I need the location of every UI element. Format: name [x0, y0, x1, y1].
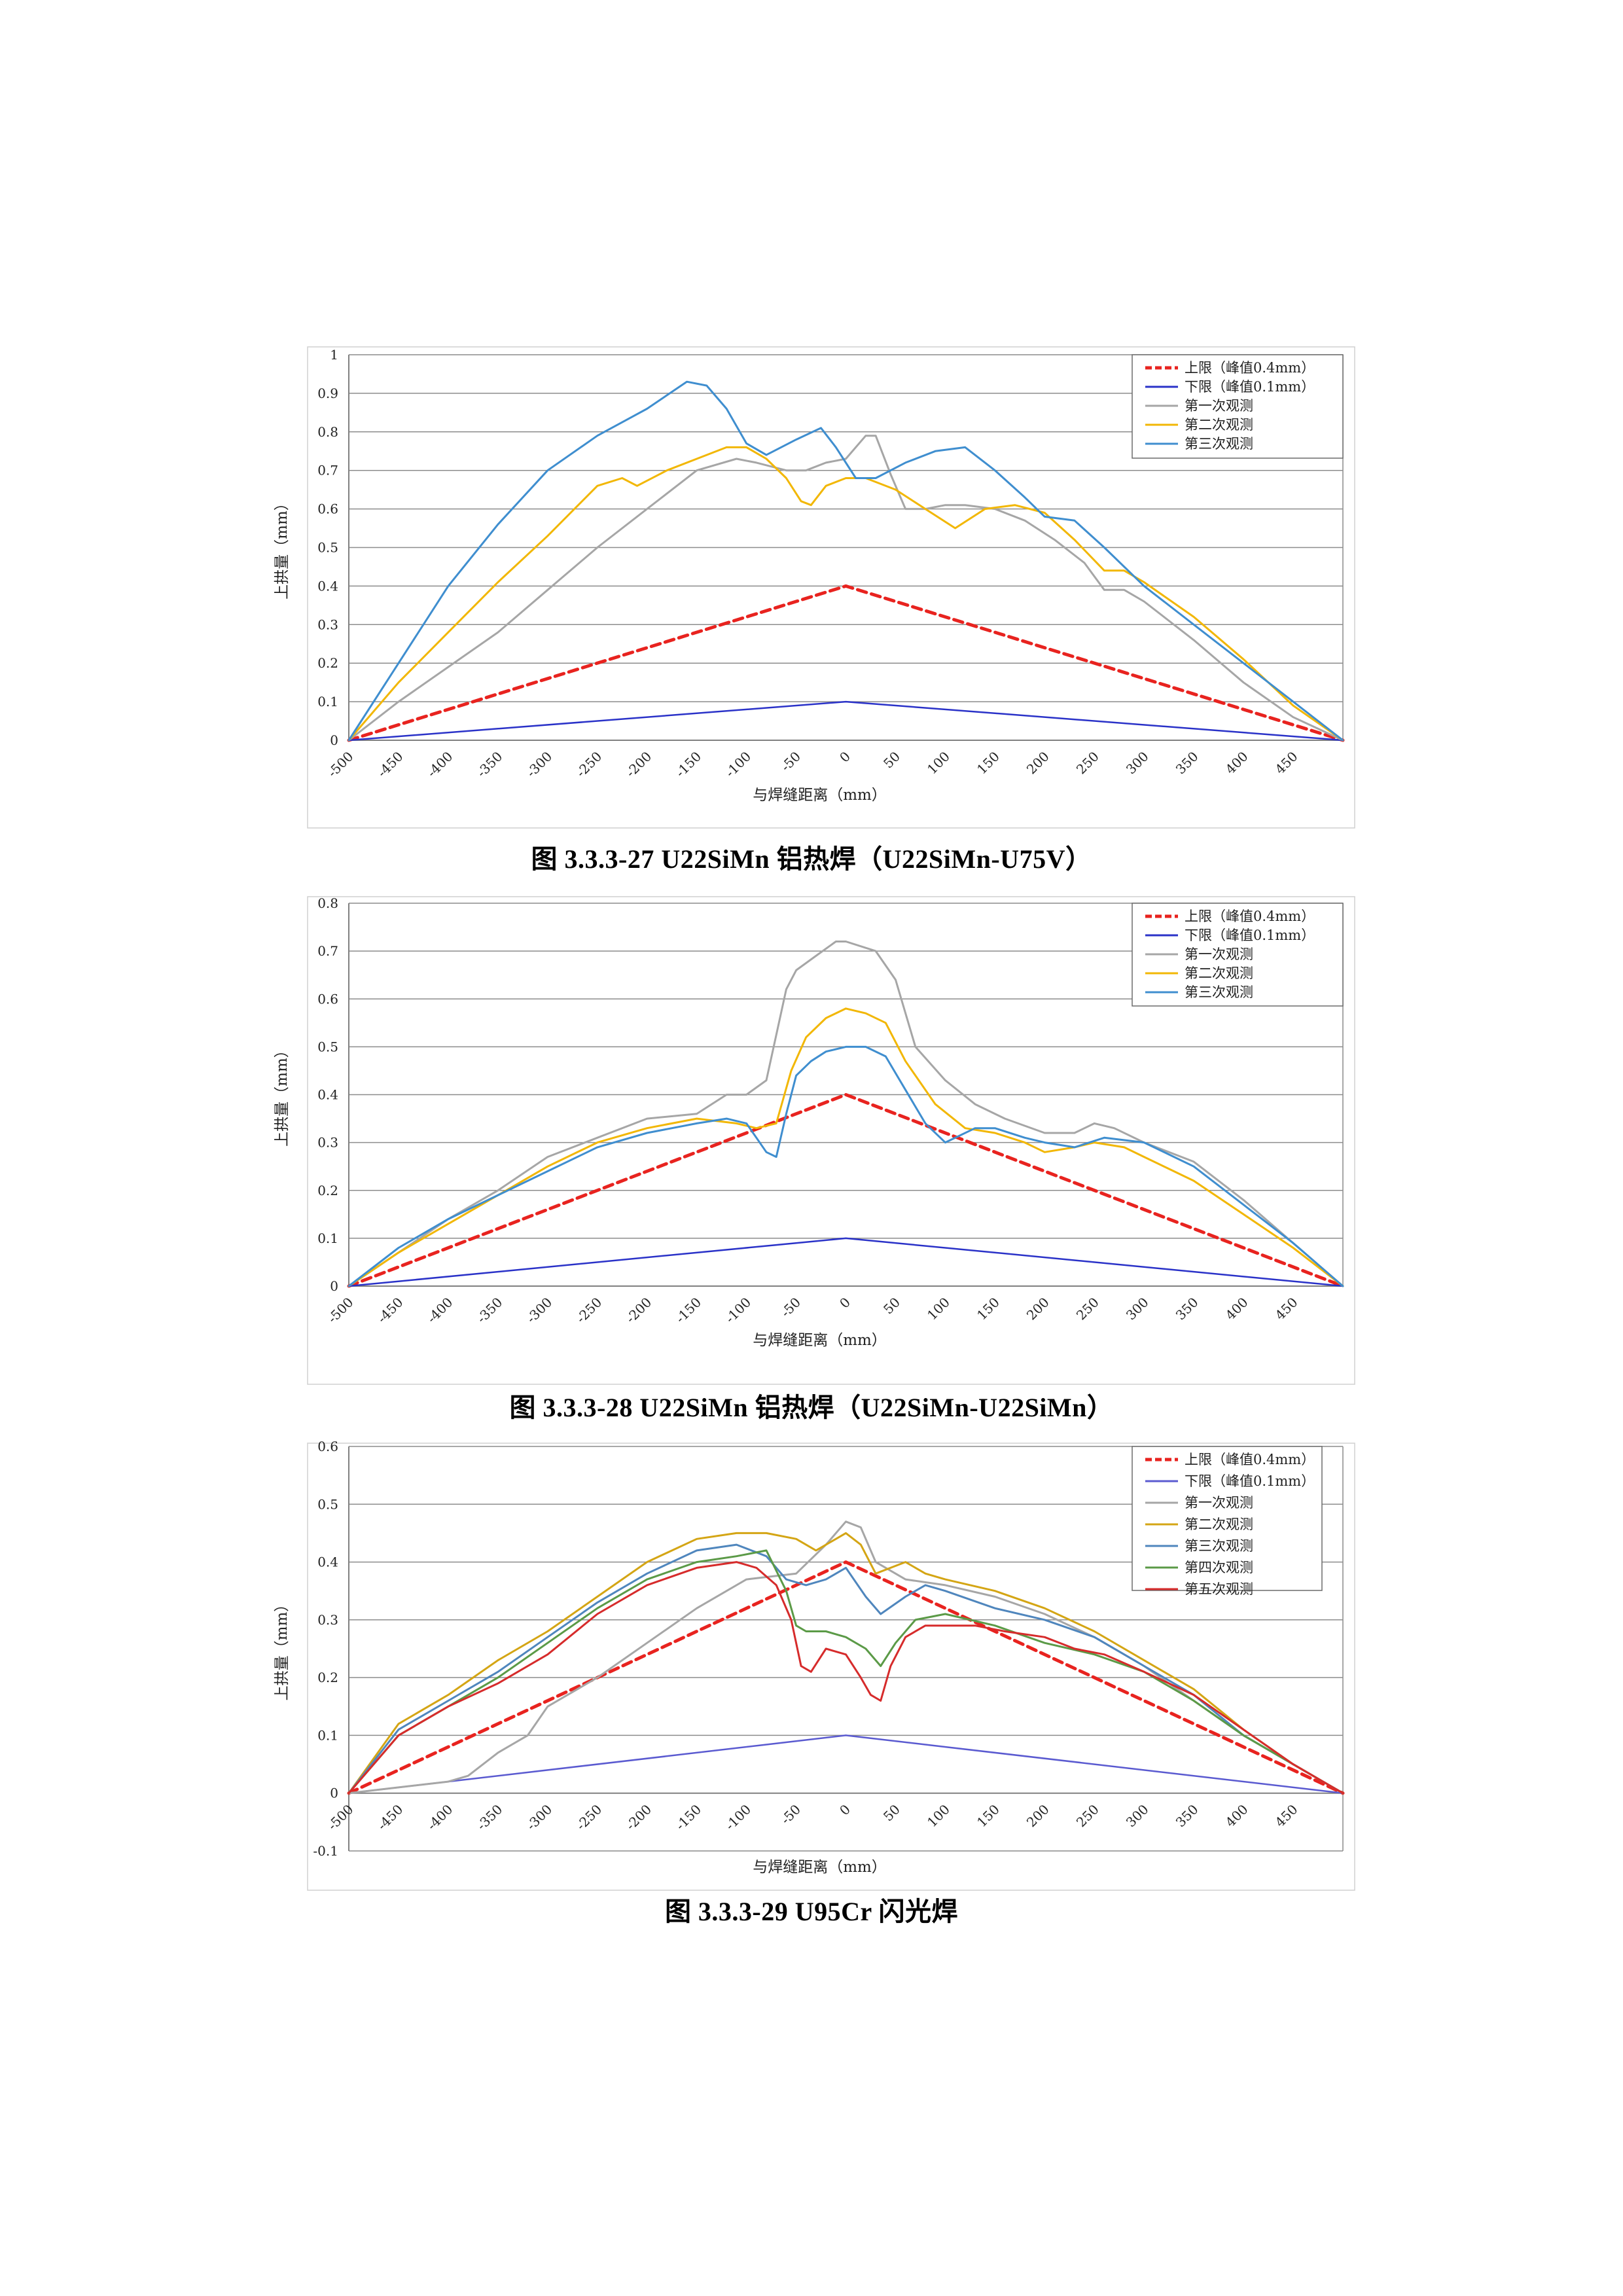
series-line-4 [348, 446, 1344, 742]
y-tick-label: 0.8 [317, 424, 338, 440]
y-tick-label: 0.4 [317, 578, 338, 594]
legend-label: 第四次观测 [1185, 1560, 1253, 1575]
series-line-1 [347, 584, 1345, 742]
series-line-5 [348, 380, 1344, 742]
figure-3: -0.1 0 0.1 0.2 0.3 0.4 0.5 0.6 -500 -450 -400 -350-… [274, 1439, 1355, 1926]
y-tick-label: 0.4 [317, 1087, 338, 1103]
series-line-5 [348, 1045, 1344, 1287]
series-line-2 [348, 700, 1344, 742]
y-tick-label: 0.1 [317, 694, 338, 709]
y-tick-label: -0.1 [313, 1843, 338, 1859]
y-tick-label: 0.3 [317, 1135, 338, 1151]
figure-2: 0 0.1 0.2 0.3 0.4 0.5 0.6 0.7 0.8 -500 -450 -400 -35… [274, 895, 1355, 1422]
figure-2-caption: 图 3.3.3-28 U22SiMn 铝热焊（U22SiMn-U22SiMn） [509, 1393, 1114, 1422]
y-tick-label: 0 [330, 732, 338, 748]
x-axis-label: 与焊缝距离（mm） [753, 1859, 887, 1876]
series-line-6 [348, 1549, 1344, 1795]
y-tick-label: 0.1 [317, 1727, 338, 1743]
legend-box [1132, 1446, 1323, 1591]
y-tick-label: 0.6 [317, 501, 338, 517]
y-tick-label: 0.7 [317, 943, 338, 959]
series-line-3 [348, 435, 1344, 742]
y-tick-label: 0.9 [317, 386, 338, 401]
legend-label: 第二次观测 [1185, 417, 1253, 433]
y-tick-label: 0.6 [317, 991, 338, 1007]
legend-label: 上限（峰值0.4mm） [1185, 1452, 1315, 1467]
legend-label: 上限（峰值0.4mm） [1185, 908, 1315, 924]
x-axis-label: 与焊缝距离（mm） [753, 787, 887, 804]
x-axis-label: 与焊缝距离（mm） [753, 1332, 887, 1349]
y-axis-label: 上拱量（mm） [274, 1043, 291, 1147]
legend-label: 第三次观测 [1185, 984, 1253, 1000]
y-tick-label: 0.5 [317, 540, 338, 556]
series-line-1 [347, 1093, 1345, 1288]
y-tick-label: 0.2 [317, 1670, 338, 1685]
figure-1-caption: 图 3.3.3-27 U22SiMn 铝热焊（U22SiMn-U75V） [531, 844, 1092, 874]
series-line-2 [348, 1734, 1344, 1794]
series-line-5 [348, 1543, 1344, 1795]
series-line-4 [348, 1007, 1344, 1287]
series-line-7 [348, 1561, 1344, 1795]
legend-label: 第三次观测 [1185, 1538, 1253, 1554]
legend-label: 第一次观测 [1185, 1495, 1253, 1511]
y-tick-label: 0 [330, 1278, 338, 1294]
y-tick-label: 0.8 [317, 895, 338, 911]
y-tick-label: 0.7 [317, 463, 338, 478]
y-tick-label: 0.5 [317, 1039, 338, 1054]
legend-label: 下限（峰值0.1mm） [1185, 379, 1315, 395]
legend-label: 第二次观测 [1185, 1516, 1253, 1532]
y-tick-label: 0.2 [317, 1183, 338, 1198]
legend-label: 第三次观测 [1185, 436, 1253, 452]
y-tick-label: 0.6 [317, 1439, 338, 1454]
legend-label: 上限（峰值0.4mm） [1185, 360, 1315, 376]
y-axis-label: 上拱量（mm） [274, 495, 291, 600]
legend-label: 第五次观测 [1185, 1581, 1253, 1597]
y-tick-label: 0.5 [317, 1496, 338, 1512]
figure-1: 0 0.1 0.2 0.3 0.4 0.5 0.6 0.7 0.8 0.9 1 -500 -450 -40… [0, 0, 1623, 903]
y-tick-label: 0.3 [317, 1612, 338, 1628]
y-tick-label: 0.1 [317, 1230, 338, 1246]
y-tick-label: 1 [330, 347, 338, 363]
legend-label: 下限（峰值0.1mm） [1185, 1473, 1315, 1489]
legend-label: 第一次观测 [1185, 398, 1253, 414]
chart-area-border [307, 896, 1355, 1385]
y-tick-label: 0.3 [317, 617, 338, 632]
y-axis-label: 上拱量（mm） [274, 1597, 291, 1701]
legend-label: 第一次观测 [1185, 946, 1253, 962]
y-tick-label: 0 [330, 1785, 338, 1801]
figure-3-caption: 图 3.3.3-29 U95Cr 闪光焊 [664, 1897, 959, 1926]
series-line-3 [348, 941, 1344, 1287]
series-line-1 [347, 1560, 1345, 1795]
chart-1: 00.10.20.30.40.50.60.70.80.91-500 -450 -40… [274, 346, 1355, 829]
y-tick-label: 0.4 [317, 1554, 338, 1570]
series-line-2 [348, 1237, 1344, 1287]
legend-label: 下限（峰值0.1mm） [1185, 927, 1315, 943]
y-tick-label: 0.2 [317, 655, 338, 671]
series-line-4 [348, 1532, 1344, 1795]
legend-label: 第二次观测 [1185, 965, 1253, 981]
chart-3: -0.100.10.20.30.40.50.6-500 -450 -400 -350-… [274, 1439, 1355, 1891]
chart-2: 00.10.20.30.40.50.60.70.8-500 -450 -400 -35… [274, 895, 1355, 1385]
